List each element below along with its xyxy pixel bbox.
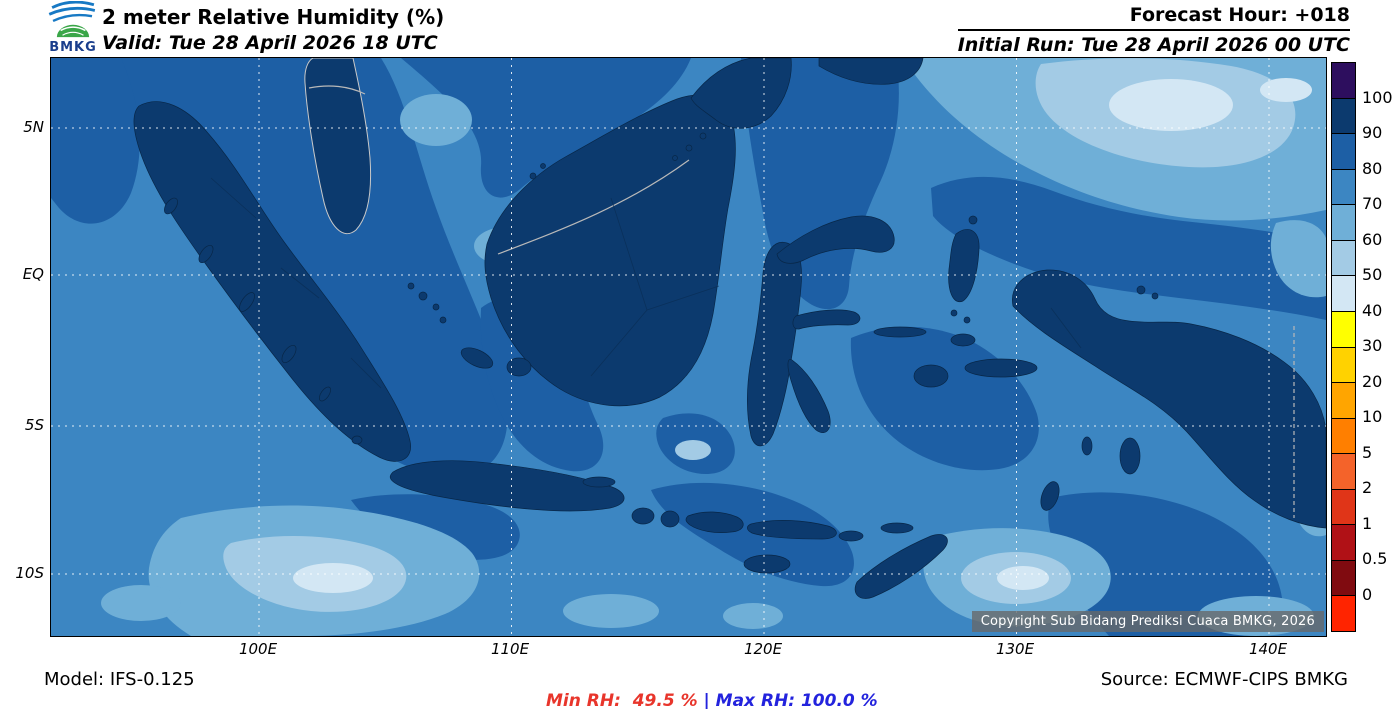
country-borders	[210, 85, 1295, 518]
colorbar-cell	[1332, 240, 1355, 277]
forecast-hour: Forecast Hour: +018	[957, 4, 1350, 31]
lon-label-120e: 120E	[743, 640, 783, 658]
bmkg-logo: BMKG	[44, 0, 102, 55]
colorbar-tick-label: 20	[1362, 371, 1383, 391]
colorbar-cell	[1332, 134, 1355, 170]
copyright-overlay: Copyright Sub Bidang Prediksi Cuaca BMKG…	[971, 611, 1324, 632]
colorbar-cell	[1332, 276, 1355, 312]
lon-label-110e: 110E	[490, 640, 530, 658]
colorbar-cell	[1332, 205, 1355, 241]
colorbar-cell	[1332, 560, 1355, 597]
rh-40-50-regions	[293, 78, 1312, 593]
colorbar-cell	[1332, 311, 1355, 348]
colorbar-cell	[1332, 418, 1355, 455]
lon-label-100e: 100E	[238, 640, 278, 658]
colorbar-cell	[1332, 596, 1355, 631]
colorbar-tick-label: 1	[1362, 513, 1373, 533]
colorbar-tick-label: 10	[1362, 407, 1383, 426]
colorbar-tick-label: 60	[1362, 229, 1383, 249]
initial-run: Initial Run: Tue 28 April 2026 00 UTC	[957, 34, 1350, 56]
colorbar-cell	[1332, 489, 1355, 526]
colorbar-tick-label: 50	[1362, 265, 1383, 284]
lat-label-5n: 5N	[23, 118, 44, 136]
lon-label-130e: 130E	[995, 640, 1035, 658]
model-label: Model: IFS-0.125	[44, 669, 195, 690]
colorbar-tick-label: 2	[1362, 478, 1373, 497]
valid-time: Valid: Tue 28 April 2026 18 UTC	[102, 32, 438, 54]
lat-label-10s: 10S	[15, 564, 44, 582]
colorbar-tick-label: 5	[1362, 442, 1373, 462]
colorbar-cell	[1332, 347, 1355, 384]
colorbar-tick-label: 70	[1362, 194, 1383, 213]
colorbar-cell	[1332, 383, 1355, 419]
colorbar-cell	[1332, 454, 1355, 490]
min-rh-value: Min RH: 49.5 %	[545, 691, 698, 709]
colorbar-tick-label: 0	[1362, 584, 1373, 604]
page-title: 2 meter Relative Humidity (%)	[102, 5, 445, 29]
bmkg-logo-icon	[48, 0, 96, 38]
colorbar-cell	[1332, 525, 1355, 561]
source-label: Source: ECMWF-CIPS BMKG	[1100, 669, 1348, 690]
colorbar-labels: 100 90 80 70 60 50 40 30 20 10 5 2 1 0.5 0	[1362, 62, 1400, 630]
colorbar-cell	[1332, 63, 1355, 99]
max-rh-value: Max RH: 100.0 %	[715, 691, 878, 709]
min-max-separator: |	[703, 691, 710, 709]
humidity-map	[51, 58, 1326, 636]
colorbar-tick-label: 0.5	[1362, 549, 1388, 568]
colorbar-tick-label: 80	[1362, 158, 1383, 178]
rh-extremes: Min RH: 49.5 % | Max RH: 100.0 %	[522, 671, 878, 709]
colorbar-tick-label: 100	[1362, 87, 1393, 107]
colorbar	[1331, 62, 1356, 632]
run-info-block: Forecast Hour: +018 Initial Run: Tue 28 …	[957, 4, 1350, 56]
colorbar-tick-label: 30	[1362, 336, 1383, 355]
map-frame: Copyright Sub Bidang Prediksi Cuaca BMKG…	[50, 57, 1327, 637]
colorbar-cell	[1332, 169, 1355, 206]
gridlines	[51, 58, 1326, 636]
islands-layer	[133, 58, 1326, 599]
colorbar-cell	[1332, 98, 1355, 135]
colorbar-tick-label: 90	[1362, 123, 1383, 142]
lon-label-140e: 140E	[1248, 640, 1288, 658]
colorbar-tick-label: 40	[1362, 300, 1383, 320]
bmkg-logo-label: BMKG	[49, 40, 97, 55]
lat-label-eq: EQ	[22, 265, 44, 283]
lat-label-5s: 5S	[24, 416, 44, 434]
